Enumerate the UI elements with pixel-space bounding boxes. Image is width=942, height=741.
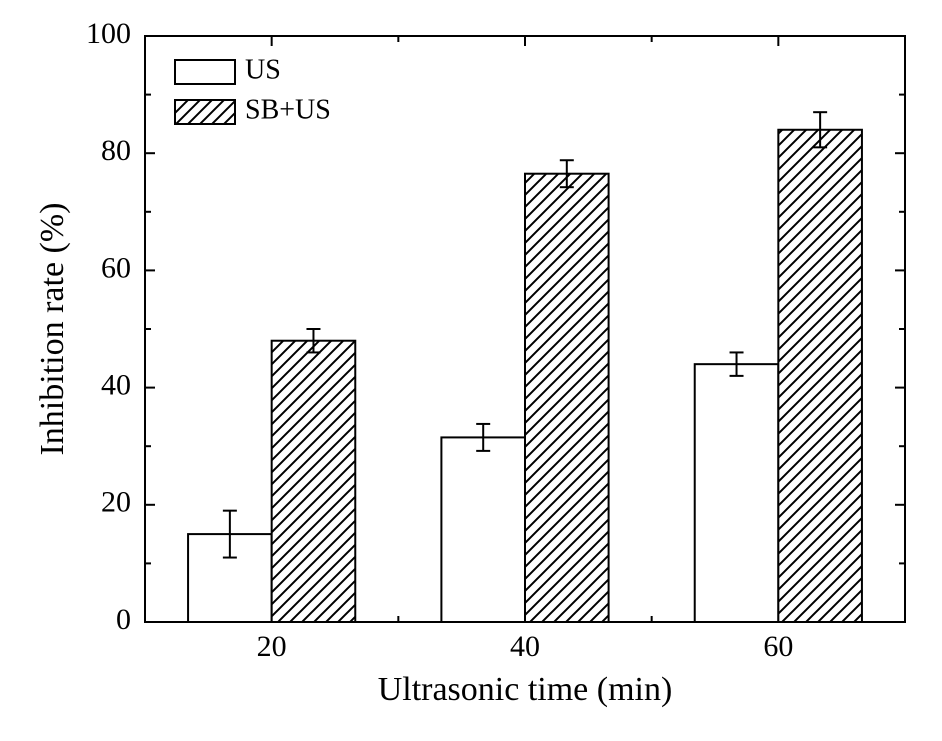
y-tick-label: 0	[116, 603, 131, 636]
legend: US SB+US	[175, 55, 331, 126]
bar	[778, 130, 862, 622]
bars-group	[188, 112, 862, 622]
bar	[441, 437, 525, 622]
x-tick-label: 20	[257, 630, 287, 663]
y-axis-label: Inhibition rate (%)	[34, 202, 71, 455]
x-axis-label: Ultrasonic time (min)	[378, 671, 673, 708]
y-tick-label: 60	[101, 251, 131, 284]
legend-swatch	[175, 60, 235, 84]
legend-label: US	[245, 55, 281, 86]
bar	[695, 364, 779, 622]
bar	[525, 174, 609, 622]
legend-swatch	[175, 100, 235, 124]
legend-label: SB+US	[245, 95, 331, 126]
chart-container: 0 20 40 60 80 100 20 40 60 Ultrasonic time (min) I…	[0, 0, 942, 741]
x-tick-label: 60	[763, 630, 793, 663]
inhibition-chart: 0 20 40 60 80 100 20 40 60 Ultrasonic time (min) I…	[0, 0, 942, 741]
bar	[272, 341, 356, 622]
x-tick-label: 40	[510, 630, 540, 663]
y-tick-label: 20	[101, 486, 131, 519]
y-tick-label: 80	[101, 134, 131, 167]
y-tick-label: 100	[86, 17, 131, 50]
y-tick-label: 40	[101, 368, 131, 401]
